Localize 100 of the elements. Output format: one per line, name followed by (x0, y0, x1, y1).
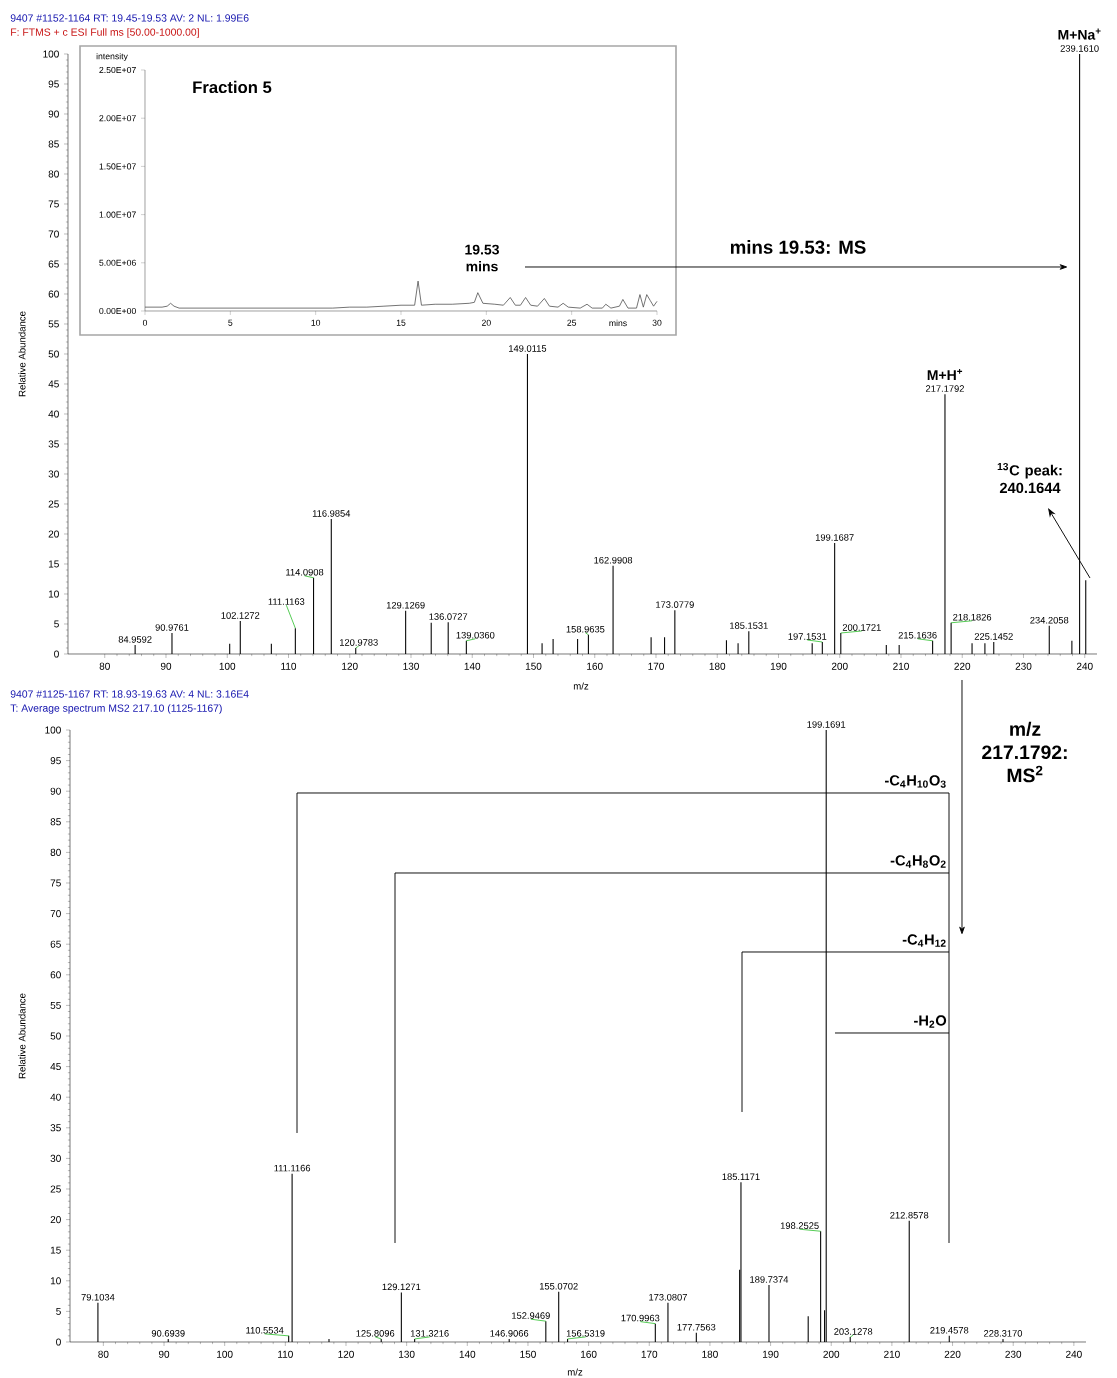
y-tick-label: 1.00E+07 (99, 211, 136, 218)
x-tick-label: 210 (884, 1350, 900, 1358)
chart-title: 9407 #1125-1167 RT: 18.93-19.63 AV: 4 NL: 3.16E4 (10, 690, 249, 698)
x-tick-label: 200 (823, 1350, 840, 1358)
y-axis-title: Relative Abundance (18, 311, 26, 397)
annotation: 234.2058 (1030, 616, 1069, 624)
annotation: 200.1721 (842, 624, 881, 631)
annotation: $^{13}$C peak: 240.1644 (997, 462, 1062, 494)
y-tick-label: 75 (50, 879, 61, 887)
y-tick-label: 90 (50, 787, 61, 795)
annotation: 90.9761 (155, 624, 189, 631)
annotation: 129.1271 (382, 1283, 421, 1291)
y-tick-label: 70 (50, 910, 61, 918)
annotation: 185.1171 (722, 1173, 760, 1180)
x-tick-label: 10 (311, 319, 321, 326)
y-tick-label: 95 (50, 757, 61, 765)
x-tick-label: 130 (403, 662, 419, 670)
x-axis-title: mins (609, 319, 627, 327)
annotation: 116.9854 (312, 510, 351, 517)
annotation: 19.53 mins (465, 244, 499, 272)
x-tick-label: 140 (464, 662, 481, 670)
y-tick-label: 35 (50, 1124, 61, 1132)
annotation: 155.0702 (539, 1282, 578, 1290)
y-tick-label: 80 (48, 170, 59, 178)
x-tick-label: 15 (396, 319, 406, 326)
y-tick-label: 80 (50, 848, 61, 856)
annotation: 225.1452 (974, 633, 1013, 640)
x-tick-label: 100 (219, 662, 236, 670)
annotation: 158.9635 (566, 625, 605, 633)
annotation: 198.2525 (780, 1222, 819, 1229)
y-tick-label: 10 (50, 1277, 61, 1285)
y-tick-label: 75 (48, 200, 59, 208)
y-tick-label: 15 (48, 560, 59, 568)
annotation: 152.9469 (512, 1312, 550, 1319)
annotation: 203.1278 (834, 1328, 873, 1335)
annotation: 177.7563 (677, 1323, 716, 1331)
annotation: 173.0779 (656, 601, 694, 608)
x-tick-label: 240 (1066, 1350, 1082, 1358)
x-tick-label: 190 (770, 662, 787, 670)
y-tick-label: 25 (48, 500, 59, 508)
y-tick-label: 95 (48, 80, 59, 88)
annotation: 170.9963 (621, 1314, 660, 1322)
x-axis-title: m/z (573, 682, 589, 690)
y-tick-label: 0 (54, 650, 59, 658)
y-tick-label: 2.00E+07 (99, 115, 136, 122)
y-tick-label: 50 (50, 1032, 61, 1040)
x-tick-label: 140 (459, 1350, 476, 1358)
annotation: 79.1034 (81, 1293, 115, 1301)
x-tick-label: 180 (702, 1350, 718, 1358)
x-tick-label: 150 (525, 662, 542, 670)
y-tick-label: 0.00E+00 (99, 307, 136, 315)
annotation: -C$_{4}$H$_{10}$O$_{3}$ (884, 775, 946, 788)
y-tick-label: 65 (48, 260, 59, 268)
y-tick-label: 15 (50, 1246, 61, 1254)
x-tick-label: 220 (944, 1350, 961, 1358)
y-tick-label: 100 (43, 50, 59, 58)
y-tick-label: 40 (48, 410, 59, 418)
y-tick-label: 0 (56, 1338, 61, 1346)
y-tick-label: 45 (50, 1063, 61, 1071)
annotation: 217.1792 (925, 385, 964, 392)
x-axis-title: m/z (567, 1368, 583, 1376)
annotation: 162.9908 (594, 556, 633, 564)
annotation: 111.1163 (268, 598, 305, 605)
annotation: Fraction 5 (193, 80, 272, 94)
annotation: 215.1636 (898, 631, 937, 639)
y-tick-label: 25 (50, 1185, 61, 1193)
y-tick-label: 1.50E+07 (99, 163, 136, 170)
y-tick-label: 20 (50, 1216, 61, 1224)
y-axis-title: intensity (96, 52, 128, 62)
y-tick-label: 55 (48, 320, 59, 328)
y-tick-label: 40 (50, 1093, 61, 1101)
x-tick-label: 170 (648, 662, 664, 670)
y-tick-label: 85 (50, 818, 61, 826)
annotation: -C$_{4}$H$_{8}$O$_{2}$ (890, 855, 946, 868)
y-tick-label: 55 (50, 1001, 61, 1009)
annotation: 146.9066 (490, 1330, 529, 1337)
x-tick-label: 120 (338, 1350, 354, 1358)
annotation: 129.1269 (386, 601, 425, 609)
annotation: 197.1531 (788, 633, 827, 640)
x-tick-label: 90 (160, 662, 172, 670)
x-tick-label: 30 (652, 319, 662, 326)
y-tick-label: 90 (48, 110, 59, 118)
y-tick-label: 60 (48, 290, 59, 298)
x-tick-label: 220 (954, 662, 971, 670)
y-tick-label: 20 (48, 530, 59, 538)
annotation: M+H$^{+}$ (927, 368, 963, 380)
x-tick-label: 240 (1076, 662, 1093, 670)
annotation: 156.5319 (566, 1330, 605, 1337)
x-tick-label: 160 (587, 662, 603, 670)
x-tick-label: 210 (893, 662, 909, 670)
x-tick-label: 90 (158, 1350, 170, 1358)
annotation: 110.5534 (246, 1327, 284, 1334)
annotation: 120.9783 (339, 639, 378, 646)
x-tick-label: 100 (217, 1350, 233, 1358)
y-tick-label: 5.00E+06 (99, 259, 136, 266)
annotation: 111.1166 (274, 1164, 311, 1172)
x-tick-label: 120 (342, 662, 358, 670)
y-tick-label: 100 (45, 726, 61, 734)
y-axis-title: Relative Abundance (18, 993, 26, 1079)
annotation: 139.0360 (456, 631, 495, 639)
